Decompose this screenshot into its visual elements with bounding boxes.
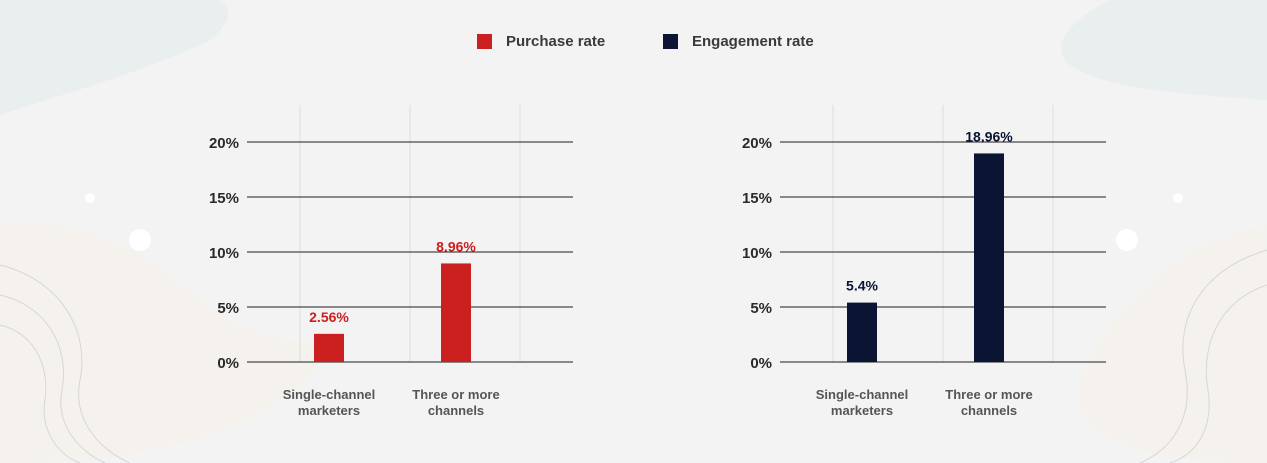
x-category-label: Single-channel marketers	[283, 387, 375, 418]
legend-swatch-engagement-rate	[663, 34, 678, 49]
legend-label-purchase-rate: Purchase rate	[506, 33, 606, 50]
legend-swatch-purchase-rate	[477, 34, 492, 49]
y-tick-label: 15%	[742, 190, 772, 207]
legend: Purchase rate Engagement rate	[0, 33, 1267, 53]
bar-value-label: 5.4%	[846, 278, 878, 294]
x-category-label: Single-channel marketers	[816, 387, 908, 418]
bar[interactable]	[314, 333, 344, 362]
bar[interactable]	[847, 302, 877, 362]
bar[interactable]	[974, 153, 1004, 362]
y-tick-label: 5%	[750, 300, 772, 317]
x-category-label: Three or more channels	[945, 387, 1032, 418]
y-tick-label: 0%	[217, 355, 239, 372]
legend-label-engagement-rate: Engagement rate	[692, 33, 814, 50]
y-tick-label: 20%	[742, 135, 772, 152]
x-category-label: Three or more channels	[412, 387, 499, 418]
bar[interactable]	[441, 263, 471, 362]
y-tick-label: 10%	[209, 245, 239, 262]
legend-item-purchase-rate[interactable]: Purchase rate	[477, 33, 605, 50]
y-tick-label: 0%	[750, 355, 772, 372]
y-tick-label: 15%	[209, 190, 239, 207]
bar-value-label: 2.56%	[309, 309, 349, 325]
y-tick-label: 20%	[209, 135, 239, 152]
y-tick-label: 10%	[742, 245, 772, 262]
bar-value-label: 8.96%	[436, 238, 476, 254]
bar-value-label: 18.96%	[965, 128, 1013, 144]
legend-item-engagement-rate[interactable]: Engagement rate	[663, 33, 814, 50]
y-tick-label: 5%	[217, 300, 239, 317]
